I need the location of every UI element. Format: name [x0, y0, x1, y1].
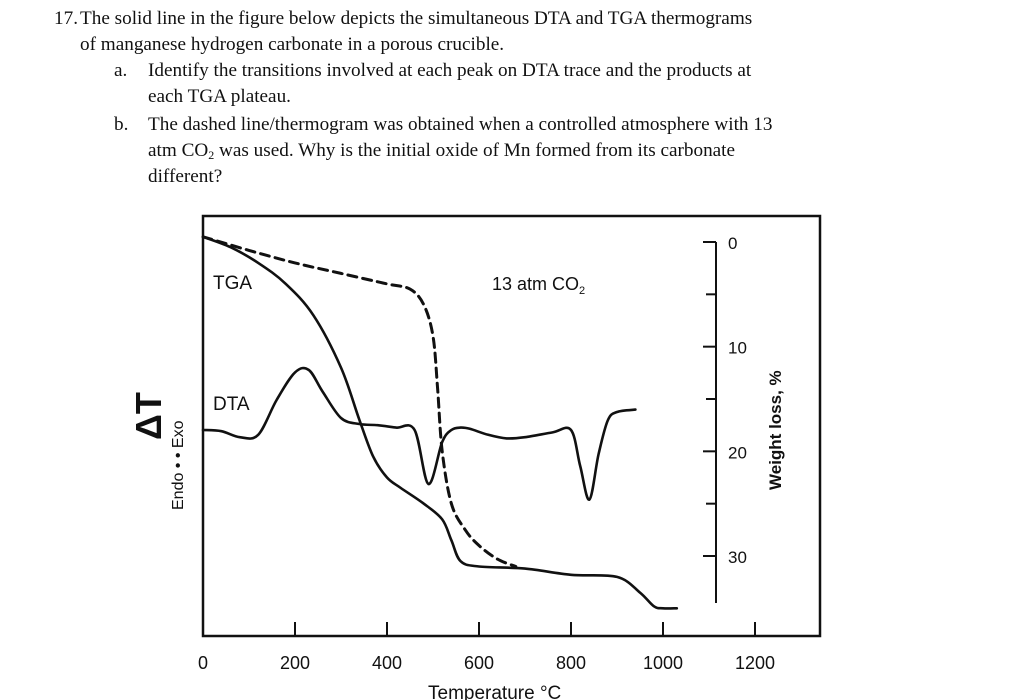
part-a-line1: Identify the transitions involved at eac… — [148, 60, 752, 81]
part-b-marker: b. — [114, 114, 129, 135]
weight-axis-tick-labels: 0 10 20 30 — [728, 234, 747, 567]
x-ticks — [294, 622, 756, 636]
part-b: b. The dashed line/thermogram was obtain… — [114, 112, 772, 138]
series-layer — [201, 235, 679, 610]
part-b-line2-sub: 2 — [208, 148, 215, 162]
part-b-cont: atm CO2 was used. Why is the initial oxi… — [148, 138, 735, 168]
question-line-1: 17. The solid line in the figure below d… — [54, 6, 752, 32]
weight-axis-tick-label: 0 — [728, 234, 737, 253]
part-b-line3: different? — [148, 166, 223, 187]
plot-frame — [201, 214, 822, 638]
x-tick-label: 1000 — [643, 653, 683, 673]
part-b-line2-pre: atm CO — [148, 140, 209, 161]
question-intro-line1: The solid line in the figure below depic… — [80, 8, 753, 29]
x-tick-label: 600 — [464, 653, 494, 673]
question-intro-line2: of manganese hydrogen carbonate in a por… — [80, 34, 505, 55]
x-tick-label: 200 — [280, 653, 310, 673]
x-tick-label: 800 — [556, 653, 586, 673]
weight-axis-tick-label: 30 — [728, 548, 747, 567]
weight-axis-ticks — [703, 241, 716, 557]
x-axis-label: Temperature °C — [428, 683, 561, 700]
delta-t-symbol: ΔT — [128, 392, 169, 440]
part-a-line2: each TGA plateau. — [148, 86, 291, 107]
dta-label: DTA — [213, 394, 250, 415]
part-b-line1: The dashed line/thermogram was obtained … — [148, 114, 773, 135]
tga-curve — [201, 235, 679, 610]
co2-label: 13 atm CO2 — [492, 274, 585, 297]
tga-13-atm-co2-curve — [201, 235, 518, 568]
x-tick-labels: 0 200 400 600 800 1000 1200 — [198, 653, 775, 673]
x-tick-label: 0 — [198, 653, 208, 673]
question-number: 17. — [54, 8, 78, 29]
x-tick-label: 1200 — [735, 653, 775, 673]
part-b-cont2: different? — [148, 164, 222, 190]
tga-label: TGA — [213, 273, 252, 294]
x-tick-label: 400 — [372, 653, 402, 673]
right-axis-label: Weight loss, % — [766, 370, 785, 490]
dta-curve — [201, 366, 637, 501]
left-axis-label: Endo • • Exo — [170, 420, 187, 510]
part-a: a. Identify the transitions involved at … — [114, 58, 751, 84]
part-a-cont: each TGA plateau. — [148, 84, 291, 110]
co2-label-pre: 13 atm CO — [492, 274, 579, 294]
weight-axis-tick-label: 20 — [728, 443, 747, 462]
weight-axis-tick-label: 10 — [728, 339, 747, 358]
part-b-line2-post: was used. Why is the initial oxide of Mn… — [214, 140, 736, 161]
part-a-marker: a. — [114, 60, 128, 81]
question-line-2: of manganese hydrogen carbonate in a por… — [80, 32, 504, 58]
co2-label-sub: 2 — [579, 285, 585, 297]
